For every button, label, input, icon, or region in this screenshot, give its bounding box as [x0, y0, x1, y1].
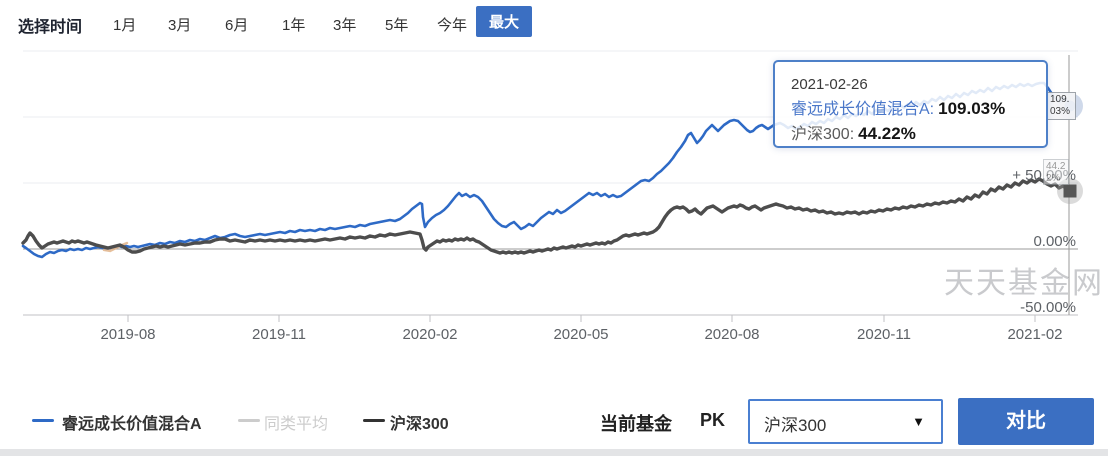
time-range-tab-3月[interactable]: 3月 [168, 17, 192, 34]
time-range-tab-1年[interactable]: 1年 [282, 17, 306, 34]
tooltip-series-value: 44.22% [858, 124, 916, 143]
x-axis-label: 2020-02 [402, 326, 458, 343]
tooltip-series-name: 沪深300: [791, 126, 855, 143]
tooltip-series-name: 睿远成长价值混合A: [791, 101, 935, 118]
legend-dash-icon [32, 419, 54, 422]
axis-pointer-value: 44.22% [1043, 159, 1069, 185]
time-selector-label: 选择时间 [18, 19, 83, 36]
tooltip-rows: 睿远成长价值混合A: 109.03% 沪深300: 44.22% [791, 97, 1030, 147]
series-line-1 [102, 241, 129, 253]
time-range-tab-最大[interactable]: 最大 [476, 6, 533, 37]
benchmark-select[interactable]: 沪深300 ▼ [748, 399, 943, 444]
chart-tooltip: 2021-02-26 睿远成长价值混合A: 109.03% 沪深300: 44.22% [773, 60, 1048, 148]
legend-item-2[interactable]: 沪深300 [390, 416, 449, 433]
y-axis-label: 0.00% [1033, 233, 1076, 250]
compare-button[interactable]: 对比 [958, 398, 1094, 445]
x-axis-label: 2020-08 [704, 326, 760, 343]
time-range-tab-3年[interactable]: 3年 [333, 17, 357, 34]
x-axis-label: 2019-08 [100, 326, 156, 343]
bottom-divider [0, 449, 1108, 456]
benchmark-select-value: 沪深300 [764, 416, 827, 435]
x-axis-label: 2020-11 [857, 326, 911, 343]
time-range-tab-今年[interactable]: 今年 [437, 17, 468, 34]
tooltip-row: 沪深300: 44.22% [791, 122, 1030, 147]
x-axis-label: 2021-02 [1007, 326, 1063, 343]
performance-line-chart[interactable] [0, 0, 1108, 345]
time-range-tab-6月[interactable]: 6月 [225, 17, 249, 34]
x-axis-label: 2020-05 [553, 326, 609, 343]
pk-label: PK [700, 410, 726, 430]
legend-dash-icon [363, 419, 385, 422]
legend-item-0[interactable]: 睿远成长价值混合A [62, 416, 202, 433]
axis-pointer-value: 109.03% [1047, 92, 1076, 120]
time-range-tab-5年[interactable]: 5年 [385, 17, 409, 34]
series-line-2 [21, 177, 1074, 255]
tooltip-series-value: 109.03% [938, 99, 1006, 118]
series-end-marker-square [1063, 184, 1077, 198]
chevron-down-icon: ▼ [912, 414, 925, 429]
y-axis-label: -50.00% [1020, 299, 1076, 316]
time-range-tab-1月[interactable]: 1月 [113, 17, 137, 34]
tooltip-date: 2021-02-26 [791, 76, 868, 93]
legend-dash-icon [238, 419, 260, 422]
x-axis-label: 2019-11 [252, 326, 306, 343]
current-fund-label: 当前基金 [600, 414, 672, 434]
site-watermark: 天天基金网 [944, 267, 1104, 300]
legend-item-1[interactable]: 同类平均 [264, 416, 329, 433]
tooltip-row: 睿远成长价值混合A: 109.03% [791, 97, 1030, 122]
